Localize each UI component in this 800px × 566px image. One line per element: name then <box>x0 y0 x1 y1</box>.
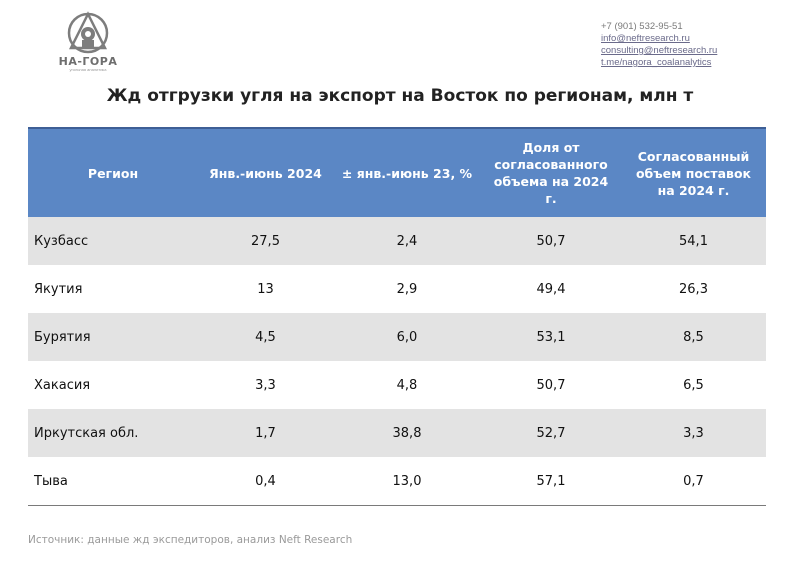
cell-value: 13,0 <box>333 457 481 506</box>
page-title: Жд отгрузки угля на экспорт на Восток по… <box>106 86 694 106</box>
contacts-block: +7 (901) 532-95-51 info@neftresearch.ru … <box>601 21 717 69</box>
cell-value: 1,7 <box>198 409 333 457</box>
table-row: Кузбасс 27,5 2,4 50,7 54,1 <box>28 217 766 265</box>
cell-value: 0,7 <box>621 457 766 506</box>
cell-value: 49,4 <box>481 265 621 313</box>
table-row: Иркутская обл. 1,7 38,8 52,7 3,3 <box>28 409 766 457</box>
cell-value: 53,1 <box>481 313 621 361</box>
cell-region: Тыва <box>28 457 198 506</box>
cell-region: Якутия <box>28 265 198 313</box>
cell-value: 2,4 <box>333 217 481 265</box>
logo-name: НА-ГОРА <box>58 55 118 68</box>
cell-value: 13 <box>198 265 333 313</box>
cell-value: 3,3 <box>198 361 333 409</box>
cell-value: 38,8 <box>333 409 481 457</box>
cell-value: 52,7 <box>481 409 621 457</box>
cell-value: 50,7 <box>481 217 621 265</box>
contact-telegram[interactable]: t.me/nagora_coalanalytics <box>601 57 712 68</box>
cell-value: 50,7 <box>481 361 621 409</box>
cell-value: 54,1 <box>621 217 766 265</box>
cell-value: 4,5 <box>198 313 333 361</box>
column-header-change-percent: ± янв.-июнь 23, % <box>333 127 481 217</box>
table-row: Бурятия 4,5 6,0 53,1 8,5 <box>28 313 766 361</box>
column-header-region: Регион <box>28 127 198 217</box>
cell-value: 4,8 <box>333 361 481 409</box>
source-note: Источник: данные жд экспедиторов, анализ… <box>28 534 353 546</box>
mountain-emblem-icon <box>67 11 109 54</box>
contact-email-consulting[interactable]: consulting@neftresearch.ru <box>601 45 718 56</box>
column-header-jan-jun-2024: Янв.-июнь 2024 <box>198 127 333 217</box>
cell-value: 26,3 <box>621 265 766 313</box>
table-row: Якутия 13 2,9 49,4 26,3 <box>28 265 766 313</box>
logo-subtitle: угольная аналитика <box>69 67 107 72</box>
cell-value: 8,5 <box>621 313 766 361</box>
cell-value: 0,4 <box>198 457 333 506</box>
cell-value: 2,9 <box>333 265 481 313</box>
table-row: Хакасия 3,3 4,8 50,7 6,5 <box>28 361 766 409</box>
contact-email-info[interactable]: info@neftresearch.ru <box>601 33 690 44</box>
cell-value: 6,0 <box>333 313 481 361</box>
column-header-share-of-agreed: Доля от согласованного объема на 2024 г. <box>481 127 621 217</box>
shipments-table: Регион Янв.-июнь 2024 ± янв.-июнь 23, % … <box>28 127 766 506</box>
table-header-row: Регион Янв.-июнь 2024 ± янв.-июнь 23, % … <box>28 127 766 217</box>
cell-value: 57,1 <box>481 457 621 506</box>
cell-value: 6,5 <box>621 361 766 409</box>
contact-phone: +7 (901) 532-95-51 <box>601 21 683 32</box>
cell-value: 27,5 <box>198 217 333 265</box>
table-row: Тыва 0,4 13,0 57,1 0,7 <box>28 457 766 506</box>
cell-region: Хакасия <box>28 361 198 409</box>
cell-region: Иркутская обл. <box>28 409 198 457</box>
logo: НА-ГОРА угольная аналитика <box>48 10 128 76</box>
column-header-agreed-volume: Согласованный объем поставок на 2024 г. <box>621 127 766 217</box>
cell-region: Бурятия <box>28 313 198 361</box>
cell-value: 3,3 <box>621 409 766 457</box>
cell-region: Кузбасс <box>28 217 198 265</box>
